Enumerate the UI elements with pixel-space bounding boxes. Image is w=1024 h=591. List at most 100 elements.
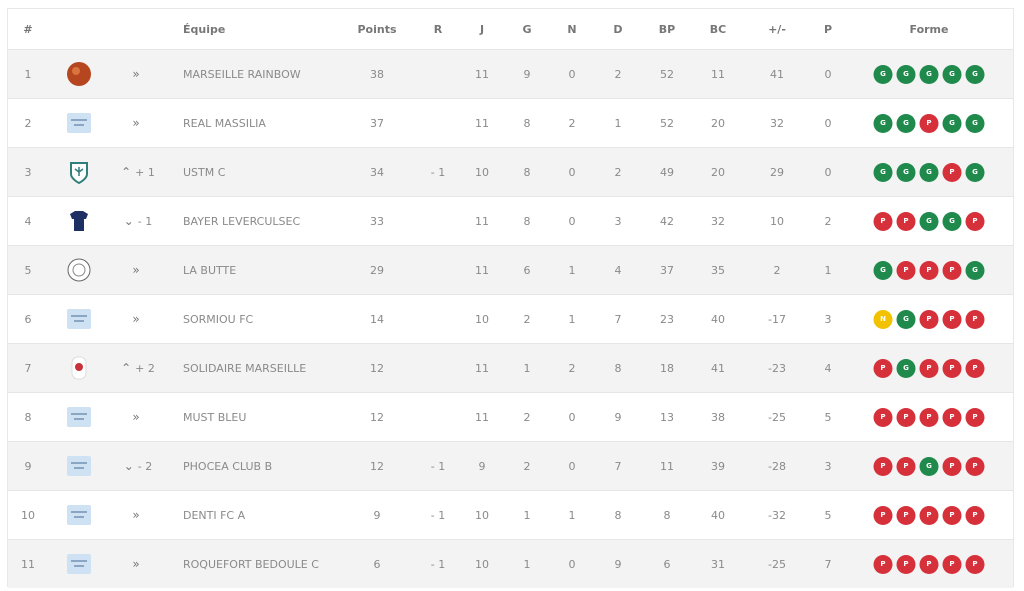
stat-bp: 49 xyxy=(660,165,674,179)
form-badge: P xyxy=(873,554,893,574)
form-badge: G xyxy=(873,64,893,84)
rank: 8 xyxy=(24,410,32,424)
form-badge: G xyxy=(942,64,962,84)
stat-points: 33 xyxy=(370,214,384,228)
stat-p: 5 xyxy=(824,508,832,522)
stat-p: 0 xyxy=(824,67,832,81)
column-header: Équipe xyxy=(183,22,226,36)
team-name: LA BUTTE xyxy=(183,263,237,277)
team-logo xyxy=(67,197,91,245)
stat-diff: 29 xyxy=(770,165,784,179)
stat-bp: 42 xyxy=(660,214,674,228)
form-badge: P xyxy=(965,554,985,574)
movement-icon: » xyxy=(132,557,140,571)
stat-d: 9 xyxy=(614,557,622,571)
stat-diff: -32 xyxy=(768,508,786,522)
column-header: J xyxy=(479,22,485,36)
team-logo xyxy=(67,50,91,98)
form-badge: P xyxy=(896,554,916,574)
column-header: R xyxy=(433,22,443,36)
logo-icon xyxy=(67,258,91,282)
stat-p: 0 xyxy=(824,116,832,130)
movement: ⌄ - 2 xyxy=(124,442,153,490)
stat-g: 1 xyxy=(523,361,531,375)
stat-p: 3 xyxy=(824,312,832,326)
team-name: SORMIOU FC xyxy=(183,312,254,326)
logo-icon xyxy=(67,505,91,525)
team-name: BAYER LEVERCULSEC xyxy=(183,214,301,228)
form-badge: G xyxy=(919,64,939,84)
form-badge: P xyxy=(942,162,962,182)
movement-icon: ⌄ xyxy=(123,459,134,473)
column-header: Points xyxy=(357,22,397,36)
team-row: 8» MUST BLEU 12 11 2 0 9 13 38 -25 5 P P P P P xyxy=(8,392,1013,441)
form-badge: P xyxy=(965,309,985,329)
movement: » xyxy=(132,99,143,147)
stat-points: 37 xyxy=(370,116,384,130)
stat-diff: -17 xyxy=(768,312,786,326)
movement-icon: ⌃ xyxy=(121,165,132,179)
stat-diff: 32 xyxy=(770,116,784,130)
movement-icon: » xyxy=(132,312,140,326)
movement: » xyxy=(132,50,143,98)
team-row: 6» SORMIOU FC 14 10 2 1 7 23 40 -17 3 N G P P P xyxy=(8,294,1013,343)
stat-bp: 8 xyxy=(663,508,671,522)
stat-n: 0 xyxy=(568,214,576,228)
logo-icon xyxy=(67,62,91,86)
stat-bp: 11 xyxy=(660,459,674,473)
column-header: Forme xyxy=(909,22,949,36)
stat-j: 11 xyxy=(475,116,489,130)
stat-d: 1 xyxy=(614,116,622,130)
stat-g: 9 xyxy=(523,67,531,81)
form-badge: P xyxy=(873,358,893,378)
form-badge: P xyxy=(942,260,962,280)
stat-bc: 20 xyxy=(711,165,725,179)
form-badge: G xyxy=(942,113,962,133)
form-badge: P xyxy=(896,211,916,231)
movement-value: - 2 xyxy=(137,459,153,473)
stat-n: 0 xyxy=(568,459,576,473)
form-badge: P xyxy=(896,260,916,280)
movement: ⌄ - 1 xyxy=(124,197,153,245)
team-logo xyxy=(67,246,91,294)
team-name: MARSEILLE RAINBOW xyxy=(183,67,301,81)
movement-icon: » xyxy=(132,263,140,277)
form-badge: P xyxy=(942,456,962,476)
stat-g: 8 xyxy=(523,116,531,130)
stat-bc: 40 xyxy=(711,508,725,522)
logo-icon xyxy=(70,162,88,184)
form-badge: P xyxy=(873,211,893,231)
stat-g: 1 xyxy=(523,508,531,522)
column-header: +/- xyxy=(768,22,786,36)
stat-bc: 39 xyxy=(711,459,725,473)
stat-n: 0 xyxy=(568,557,576,571)
stat-bp: 18 xyxy=(660,361,674,375)
stat-bc: 20 xyxy=(711,116,725,130)
form-badge: P xyxy=(965,456,985,476)
team-name: USTM C xyxy=(183,165,226,179)
stat-p: 2 xyxy=(824,214,832,228)
column-header: G xyxy=(522,22,532,36)
stat-p: 5 xyxy=(824,410,832,424)
stat-n: 1 xyxy=(568,312,576,326)
form-badge: G xyxy=(873,260,893,280)
stat-j: 11 xyxy=(475,214,489,228)
team-logo xyxy=(67,344,91,392)
column-header: N xyxy=(567,22,577,36)
stat-j: 10 xyxy=(475,165,489,179)
movement: » xyxy=(132,540,143,588)
form-badge: P xyxy=(965,407,985,427)
team-name: REAL MASSILIA xyxy=(183,116,266,130)
team-logo xyxy=(67,393,91,441)
team-name: MUST BLEU xyxy=(183,410,247,424)
form-badge: P xyxy=(873,505,893,525)
column-header: P xyxy=(823,22,833,36)
stat-j: 10 xyxy=(475,557,489,571)
stat-g: 8 xyxy=(523,165,531,179)
form-badge: P xyxy=(919,358,939,378)
movement-value: + 1 xyxy=(135,165,155,179)
team-name: DENTI FC A xyxy=(183,508,246,522)
